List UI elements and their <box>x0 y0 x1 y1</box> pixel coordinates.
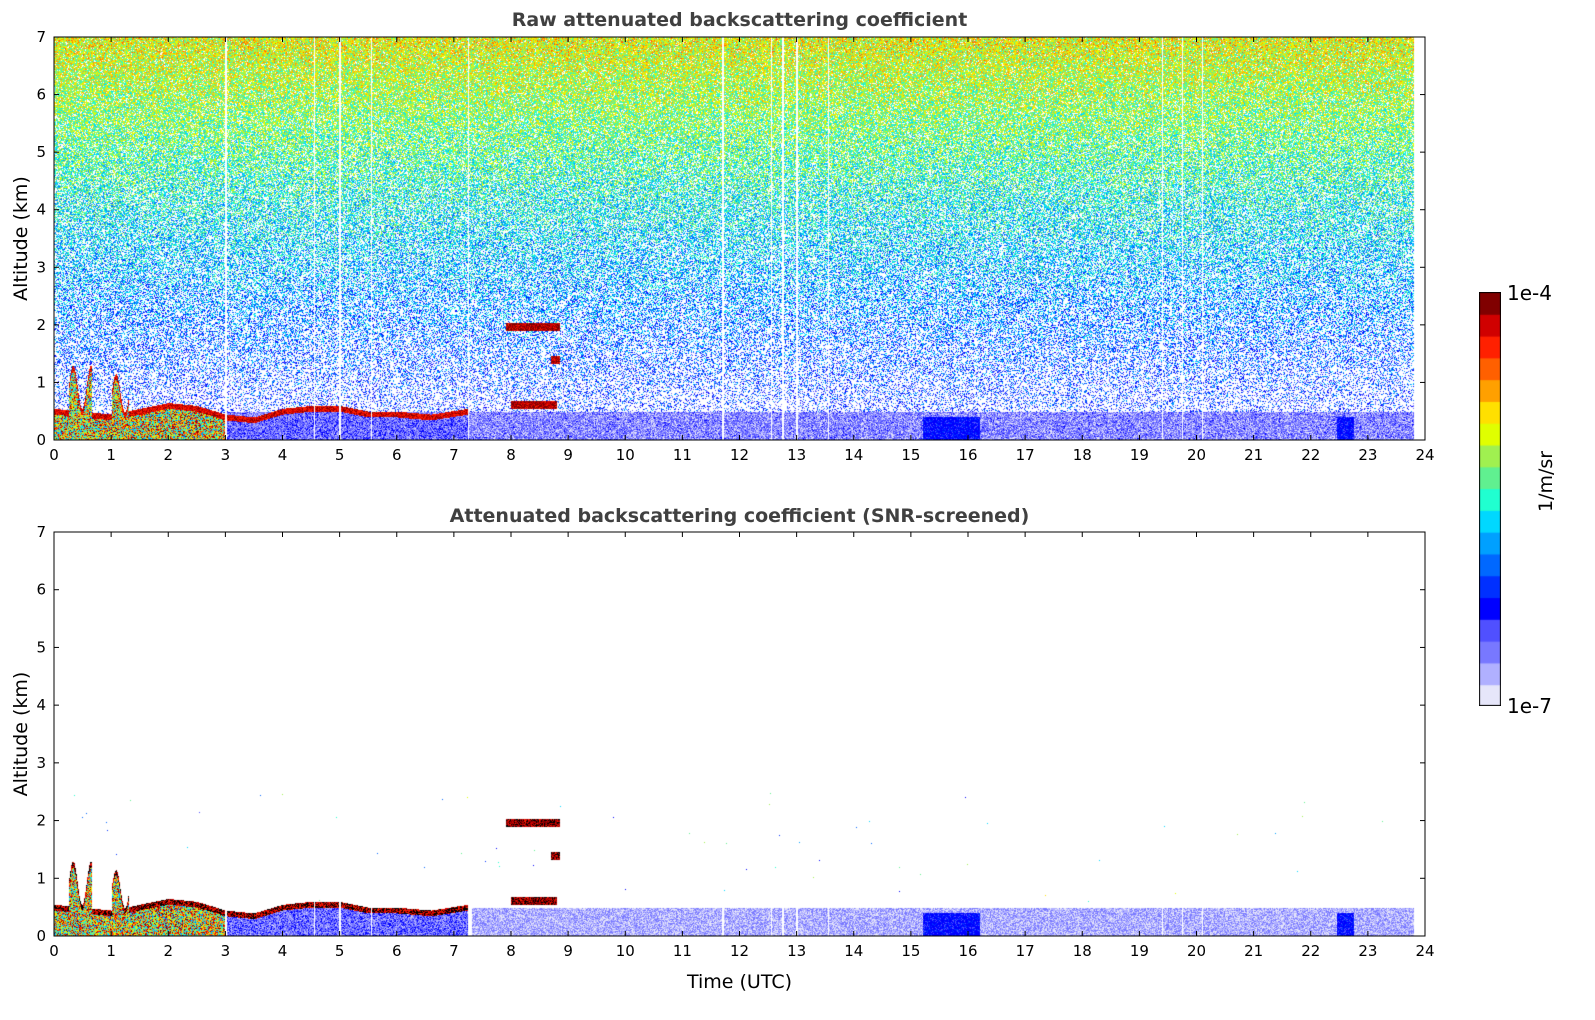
x-tick-label: 9 <box>563 446 573 464</box>
x-tick-label: 13 <box>787 446 806 464</box>
x-tick-label: 22 <box>1301 446 1320 464</box>
x-tick-label: 23 <box>1358 942 1377 960</box>
x-tick-label: 2 <box>163 446 173 464</box>
x-tick-label: 15 <box>901 446 920 464</box>
y-tick-label: 6 <box>36 86 46 104</box>
y-tick-label: 0 <box>36 927 46 945</box>
x-tick-label: 13 <box>787 942 806 960</box>
x-tick-label: 9 <box>563 942 573 960</box>
x-tick-label: 7 <box>449 446 459 464</box>
x-tick-label: 20 <box>1187 446 1206 464</box>
x-tick-label: 5 <box>335 446 345 464</box>
x-tick-label: 0 <box>49 942 59 960</box>
x-tick-label: 20 <box>1187 942 1206 960</box>
plot-frame <box>53 531 1426 937</box>
x-tick-label: 6 <box>392 942 402 960</box>
x-tick-label: 1 <box>106 446 116 464</box>
x-tick-label: 21 <box>1244 446 1263 464</box>
y-tick-label: 5 <box>36 638 46 656</box>
x-tick-label: 0 <box>49 446 59 464</box>
x-tick-label: 17 <box>1016 446 1035 464</box>
colorbar-max-label: 1e-4 <box>1507 281 1552 305</box>
x-tick-label: 19 <box>1130 446 1149 464</box>
colorbar-label: 1/m/sr <box>1535 450 1557 512</box>
panel-title-raw: Raw attenuated backscattering coefficien… <box>511 9 968 31</box>
x-tick-label: 14 <box>844 942 863 960</box>
x-tick-label: 3 <box>221 942 231 960</box>
x-tick-label: 16 <box>958 942 977 960</box>
x-tick-label: 24 <box>1415 942 1434 960</box>
y-tick-label: 2 <box>36 812 46 830</box>
x-tick-label: 17 <box>1016 942 1035 960</box>
y-tick-label: 7 <box>36 523 46 541</box>
colorbar <box>1479 292 1501 706</box>
x-tick-label: 12 <box>730 942 749 960</box>
y-tick-label: 2 <box>36 316 46 334</box>
x-tick-label: 24 <box>1415 446 1434 464</box>
heatmap-snr <box>54 532 1425 936</box>
x-tick-label: 10 <box>616 942 635 960</box>
x-tick-label: 15 <box>901 942 920 960</box>
x-tick-label: 7 <box>449 942 459 960</box>
y-tick-label: 4 <box>36 696 46 714</box>
x-tick-label: 4 <box>278 446 288 464</box>
x-tick-label: 5 <box>335 942 345 960</box>
y-tick-label: 7 <box>36 28 46 46</box>
y-tick-label: 0 <box>36 431 46 449</box>
x-tick-label: 8 <box>506 446 516 464</box>
colorbar-min-label: 1e-7 <box>1507 694 1552 718</box>
x-tick-label: 11 <box>673 942 692 960</box>
y-axis-label: Altitude (km) <box>10 176 32 301</box>
y-tick-label: 1 <box>36 373 46 391</box>
x-tick-label: 4 <box>278 942 288 960</box>
x-tick-label: 22 <box>1301 942 1320 960</box>
x-tick-label: 12 <box>730 446 749 464</box>
x-tick-label: 6 <box>392 446 402 464</box>
heatmap-raw <box>54 37 1425 440</box>
x-tick-label: 18 <box>1073 942 1092 960</box>
y-tick-label: 5 <box>36 143 46 161</box>
y-tick-label: 3 <box>36 754 46 772</box>
x-tick-label: 8 <box>506 942 516 960</box>
x-tick-label: 14 <box>844 446 863 464</box>
x-tick-label: 23 <box>1358 446 1377 464</box>
y-axis-label: Altitude (km) <box>10 672 32 797</box>
x-tick-label: 2 <box>163 942 173 960</box>
y-tick-label: 4 <box>36 201 46 219</box>
x-tick-label: 19 <box>1130 942 1149 960</box>
x-tick-label: 18 <box>1073 446 1092 464</box>
x-tick-label: 11 <box>673 446 692 464</box>
x-tick-label: 1 <box>106 942 116 960</box>
y-tick-label: 3 <box>36 258 46 276</box>
x-tick-label: 10 <box>616 446 635 464</box>
x-tick-label: 21 <box>1244 942 1263 960</box>
panel-title-snr: Attenuated backscattering coefficient (S… <box>449 505 1030 527</box>
y-tick-label: 6 <box>36 581 46 599</box>
x-tick-label: 16 <box>958 446 977 464</box>
y-tick-label: 1 <box>36 869 46 887</box>
x-axis-label: Time (UTC) <box>686 971 792 993</box>
x-tick-label: 3 <box>221 446 231 464</box>
plot-frame <box>53 36 1426 441</box>
